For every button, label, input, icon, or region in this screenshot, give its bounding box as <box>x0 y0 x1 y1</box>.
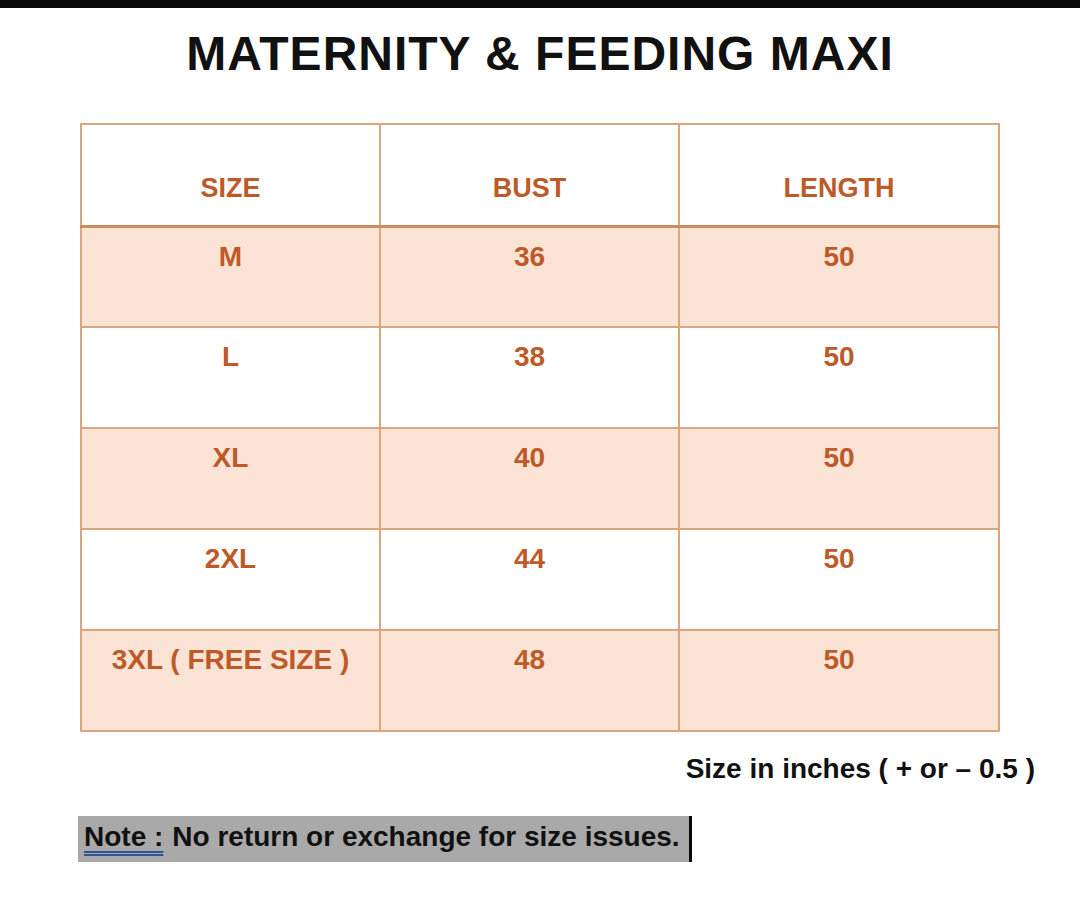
cell-length: 50 <box>679 226 999 327</box>
column-header-bust: BUST <box>380 124 679 226</box>
note-label: Note : <box>84 821 163 852</box>
cell-length: 50 <box>679 327 999 428</box>
note-highlight: Note : No return or exchange for size iss… <box>78 816 692 862</box>
table-row: 3XL ( FREE SIZE ) 48 50 <box>81 630 999 731</box>
cell-length: 50 <box>679 428 999 529</box>
cell-bust: 38 <box>380 327 679 428</box>
size-unit-footnote: Size in inches ( + or – 0.5 ) <box>686 753 1035 785</box>
cell-size: L <box>81 327 380 428</box>
cell-size: M <box>81 226 380 327</box>
cell-bust: 36 <box>380 226 679 327</box>
table-header-row: SIZE BUST LENGTH <box>81 124 999 226</box>
table-row: L 38 50 <box>81 327 999 428</box>
cell-bust: 44 <box>380 529 679 630</box>
cell-size: XL <box>81 428 380 529</box>
cell-size: 2XL <box>81 529 380 630</box>
cell-length: 50 <box>679 529 999 630</box>
cell-length: 50 <box>679 630 999 731</box>
top-edge-bar <box>0 0 1080 8</box>
cell-bust: 48 <box>380 630 679 731</box>
table-row: M 36 50 <box>81 226 999 327</box>
page-title: MATERNITY & FEEDING MAXI <box>0 26 1080 81</box>
table-row: XL 40 50 <box>81 428 999 529</box>
note-text: No return or exchange for size issues. <box>172 821 679 852</box>
cell-bust: 40 <box>380 428 679 529</box>
size-chart-table: SIZE BUST LENGTH M 36 50 L 38 50 XL 40 5… <box>80 123 1000 732</box>
column-header-size: SIZE <box>81 124 380 226</box>
table-row: 2XL 44 50 <box>81 529 999 630</box>
cell-size: 3XL ( FREE SIZE ) <box>81 630 380 731</box>
column-header-length: LENGTH <box>679 124 999 226</box>
